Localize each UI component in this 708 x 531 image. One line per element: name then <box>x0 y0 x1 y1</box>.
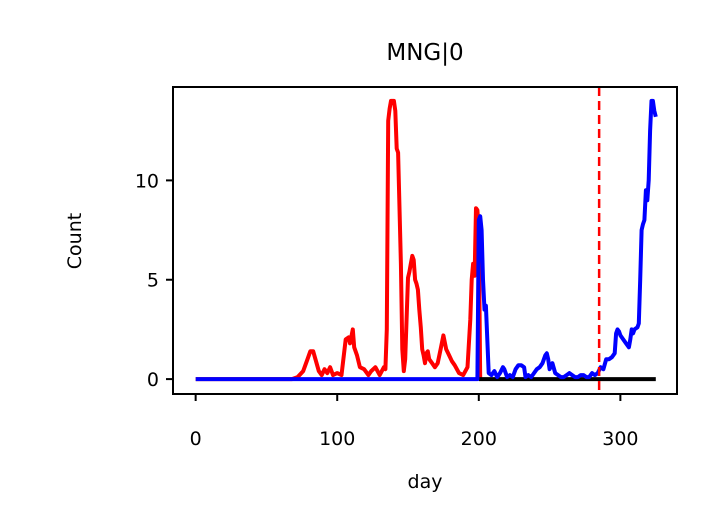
axis-ticks: 0 100 200 300 0 5 10 <box>135 170 639 450</box>
x-tick-label: 100 <box>319 428 355 450</box>
axes-frame <box>172 86 678 395</box>
x-axis-label: day <box>408 471 443 493</box>
y-axis-label: Count <box>64 213 86 269</box>
plot-area <box>195 87 658 394</box>
y-tick-label: 5 <box>147 270 159 292</box>
x-tick-label: 0 <box>190 428 202 450</box>
series-line-0 <box>195 98 483 382</box>
chart-title: MNG|0 <box>386 40 463 66</box>
y-tick-label: 0 <box>147 369 159 391</box>
y-tick-label: 10 <box>135 170 159 192</box>
series-line-2 <box>195 98 658 382</box>
x-tick-label: 200 <box>461 428 497 450</box>
x-tick-label: 300 <box>602 428 638 450</box>
